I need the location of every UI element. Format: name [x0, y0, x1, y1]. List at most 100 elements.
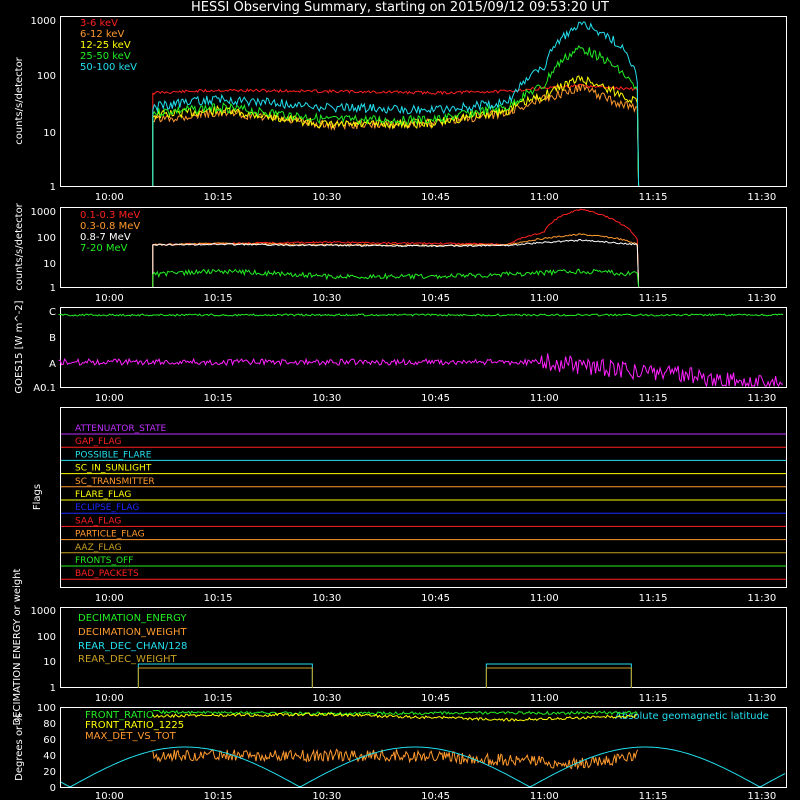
- goes-ytick: A: [49, 359, 56, 370]
- dec-legend: REAR_DEC_WEIGHT: [78, 654, 177, 665]
- dec-step-line: [485, 667, 632, 688]
- time-tick-label: 11:30: [747, 791, 776, 800]
- dec-ytick: 1000: [31, 606, 56, 617]
- flag-label: ATTENUATOR_STATE: [75, 424, 167, 434]
- geomagnetic-latitude-line: [60, 746, 786, 787]
- gamma-ytick: 1000: [31, 207, 56, 218]
- time-tick-label: 10:45: [421, 693, 450, 704]
- time-tick-label: 10:45: [421, 393, 450, 404]
- panel-frame-flags: [60, 407, 787, 588]
- time-tick-label: 10:00: [95, 192, 124, 203]
- time-tick-label: 11:15: [639, 593, 668, 604]
- time-tick-label: 10:45: [421, 192, 450, 203]
- gamma-legend: 7-20 MeV: [80, 243, 128, 254]
- time-tick-label: 10:30: [312, 593, 341, 604]
- dec-legend: REAR_DEC_CHAN/128: [78, 641, 187, 652]
- gamma-ytick: 100: [37, 233, 56, 244]
- ratio-line: [152, 712, 638, 722]
- gamma-legend: 0.8-7 MeV: [80, 232, 131, 243]
- goes-ytick: A0.1: [33, 383, 56, 394]
- time-tick-label: 10:30: [312, 693, 341, 704]
- hxr-ytick: 100: [37, 71, 56, 82]
- time-tick-label: 11:00: [530, 293, 559, 304]
- time-tick-label: 10:45: [421, 293, 450, 304]
- time-tick-label: 10:00: [95, 293, 124, 304]
- time-tick-label: 10:00: [95, 693, 124, 704]
- hxr-legend: 12-25 keV: [80, 40, 131, 51]
- hxr-series-line: [152, 21, 640, 187]
- page-title: HESSI Observing Summary, starting on 201…: [191, 0, 609, 15]
- gamma-series-line: [152, 238, 640, 288]
- dec-ytick: 1: [50, 683, 56, 694]
- flag-label: SC_TRANSMITTER: [75, 477, 155, 487]
- dec-legend: DECIMATION_WEIGHT: [78, 627, 187, 638]
- ratio-line: [152, 748, 639, 770]
- gamma-ytick: 10: [43, 259, 56, 270]
- hxr-series-line: [152, 83, 640, 187]
- dec-ylabel: DECIMATION ENERGY or weight: [12, 568, 23, 725]
- gamma-series-line: [152, 268, 640, 288]
- panel-frame-ratio: [60, 707, 787, 788]
- time-tick-label: 10:15: [204, 791, 233, 800]
- time-tick-label: 11:00: [530, 593, 559, 604]
- panel-frame-decimation: [60, 607, 787, 688]
- time-tick-label: 11:30: [747, 693, 776, 704]
- time-tick-label: 10:30: [312, 293, 341, 304]
- hxr-legend: 50-100 keV: [80, 62, 137, 73]
- time-tick-label: 11:30: [747, 192, 776, 203]
- flag-label: AAZ_FLAG: [75, 543, 122, 553]
- gamma-series-line: [152, 233, 640, 288]
- time-tick-label: 10:15: [204, 593, 233, 604]
- ratio-legend: FRONT_RATIO: [85, 710, 154, 721]
- time-tick-label: 10:15: [204, 293, 233, 304]
- ratio-annotation: Absolute geomagnetic latitude: [615, 711, 769, 722]
- time-tick-label: 10:00: [95, 593, 124, 604]
- time-tick-label: 10:00: [95, 393, 124, 404]
- goes-series-line: [58, 353, 784, 388]
- dec-step-line: [137, 667, 313, 688]
- flag-label: FRONTS_OFF: [75, 556, 133, 566]
- panel-frame-goes: [60, 307, 787, 388]
- time-tick-label: 11:00: [530, 192, 559, 203]
- ratio-ytick: 80: [43, 719, 56, 730]
- time-tick-label: 10:30: [312, 791, 341, 800]
- goes-ytick: C: [49, 307, 56, 318]
- gamma-legend: 0.1-0.3 MeV: [80, 210, 140, 221]
- time-tick-label: 10:45: [421, 791, 450, 800]
- goes-ytick: B: [49, 333, 56, 344]
- gamma-ylabel: counts/s/detector: [14, 202, 25, 290]
- ratio-line: [152, 709, 638, 716]
- hxr-series-line: [152, 75, 640, 187]
- time-tick-label: 11:00: [530, 393, 559, 404]
- hxr-series-line: [152, 45, 640, 187]
- ratio-ytick: 40: [43, 751, 56, 762]
- time-tick-label: 11:15: [639, 693, 668, 704]
- ratio-ytick: 60: [43, 735, 56, 746]
- hxr-ylabel: counts/s/detector: [14, 56, 25, 144]
- hxr-legend: 3-6 keV: [80, 18, 118, 29]
- time-tick-label: 10:15: [204, 693, 233, 704]
- time-tick-label: 11:30: [747, 593, 776, 604]
- flags-ylabel: Flags: [32, 484, 43, 510]
- dec-ytick: 10: [43, 657, 56, 668]
- ratio-legend: FRONT_RATIO_1225: [85, 720, 184, 731]
- hxr-legend: 6-12 keV: [80, 29, 124, 40]
- flag-label: FLARE_FLAG: [75, 490, 131, 500]
- dec-legend: DECIMATION_ENERGY: [78, 613, 187, 624]
- goes-ylabel: GOES15 [W m^-2]: [14, 300, 25, 393]
- hxr-ytick: 1000: [31, 16, 56, 27]
- ratio-ylabel: Degrees or %: [14, 713, 25, 781]
- flag-label: BAD_PACKETS: [75, 569, 139, 579]
- flag-label: POSSIBLE_FLARE: [75, 450, 152, 460]
- gamma-series-line: [152, 208, 640, 288]
- gamma-legend: 0.3-0.8 MeV: [80, 221, 140, 232]
- gamma-ytick: 1: [50, 283, 56, 294]
- time-tick-label: 11:15: [639, 192, 668, 203]
- goes-series-line: [58, 313, 784, 317]
- time-tick-label: 10:00: [95, 791, 124, 800]
- time-tick-label: 11:00: [530, 791, 559, 800]
- time-tick-label: 11:00: [530, 693, 559, 704]
- flag-label: ECLIPSE_FLAG: [75, 503, 139, 513]
- flag-label: SAA_FLAG: [75, 516, 121, 526]
